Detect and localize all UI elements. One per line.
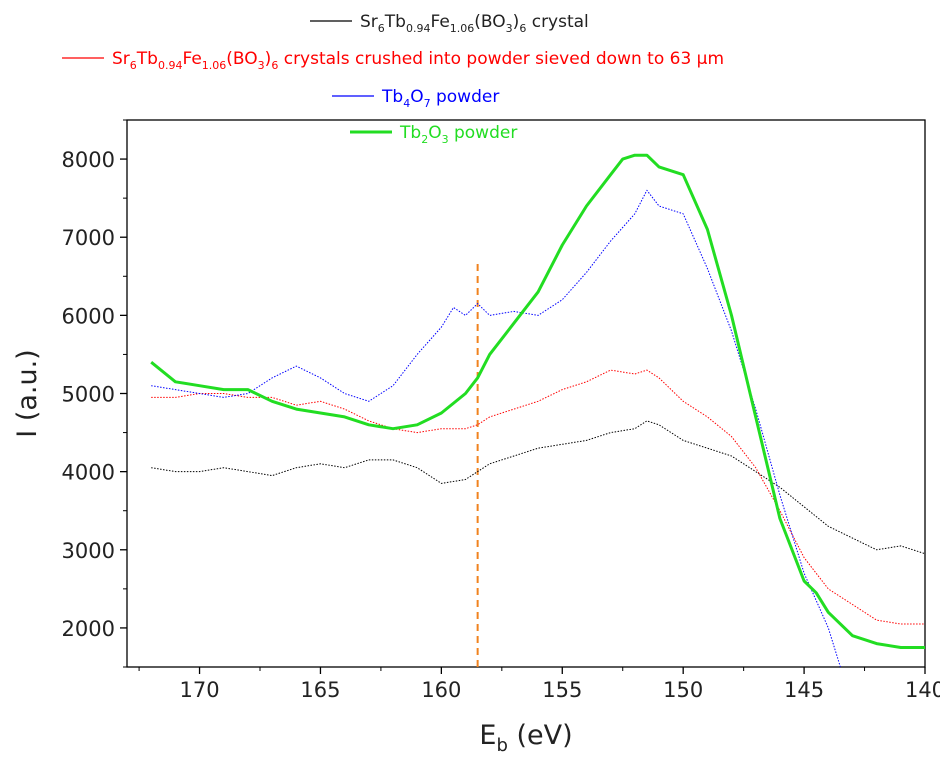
legend-label-part: 6 bbox=[378, 22, 385, 35]
x-tick-label: 145 bbox=[784, 678, 824, 702]
legend-label-part: 4 bbox=[403, 97, 410, 110]
legend-label-part: ) bbox=[513, 12, 520, 32]
legend-label-part: 7 bbox=[424, 97, 431, 110]
series-line-tb2o3-powder bbox=[150, 153, 925, 649]
x-tick-label: 140 bbox=[905, 678, 940, 702]
legend-label: Sr6Tb0.94Fe1.06(BO3)6 crystal bbox=[360, 12, 589, 35]
legend-label-part: 6 bbox=[271, 59, 278, 72]
x-tick-label: 150 bbox=[663, 678, 703, 702]
y-axis: 2000 3000 4000 5000 6000 7000 8000 bbox=[62, 119, 127, 668]
legend-label-part: O bbox=[410, 87, 423, 107]
legend-label-part: crystals crushed into powder sieved down… bbox=[278, 49, 724, 69]
legend-label-part: 6 bbox=[519, 22, 526, 35]
legend-label-part: powder bbox=[449, 123, 518, 143]
legend-label-part: 3 bbox=[442, 133, 449, 146]
y-tick-label: 5000 bbox=[62, 383, 115, 407]
legend-item-tb2o3-powder: Tb2O3 powder bbox=[350, 123, 517, 146]
y-tick-label: 6000 bbox=[62, 304, 115, 328]
series-line-crystal bbox=[151, 420, 925, 555]
x-axis-label: Eb (eV) bbox=[479, 720, 572, 756]
legend-label-part: 2 bbox=[421, 133, 428, 146]
legend-label-part: Tb bbox=[381, 87, 403, 107]
legend-label-part: Fe bbox=[430, 12, 449, 32]
y-tick-label: 7000 bbox=[62, 226, 115, 250]
legend-label-part: Fe bbox=[182, 49, 201, 69]
y-tick-label: 3000 bbox=[62, 539, 115, 563]
series-layer bbox=[150, 153, 925, 667]
legend-label-part: powder bbox=[431, 87, 500, 107]
legend-label-part: Sr bbox=[112, 49, 130, 69]
legend-label: Tb2O3 powder bbox=[399, 123, 517, 146]
legend-label-part: O bbox=[428, 123, 441, 143]
legend-label-part: (BO bbox=[226, 49, 257, 69]
series-line-crushed-powder bbox=[151, 369, 925, 625]
legend-label-part: Tb bbox=[384, 12, 406, 32]
legend-label: Tb4O7 powder bbox=[381, 87, 499, 110]
legend: Sr6Tb0.94Fe1.06(BO3)6 crystalSr6Tb0.94Fe… bbox=[62, 12, 724, 146]
x-tick-label: 160 bbox=[421, 678, 461, 702]
x-tick-label: 165 bbox=[300, 678, 340, 702]
x-tick-label: 170 bbox=[179, 678, 219, 702]
legend-label-part: (BO bbox=[474, 12, 505, 32]
legend-item-tb4o7-powder: Tb4O7 powder bbox=[332, 87, 499, 110]
legend-label-part: Tb bbox=[399, 123, 421, 143]
legend-label-part: 3 bbox=[258, 59, 265, 72]
legend-label: Sr6Tb0.94Fe1.06(BO3)6 crystals crushed i… bbox=[112, 49, 724, 72]
y-tick-label: 2000 bbox=[62, 617, 115, 641]
x-axis-label-unit: (eV) bbox=[508, 720, 573, 751]
x-axis-label-main: E bbox=[479, 720, 496, 751]
legend-label-part: Sr bbox=[360, 12, 378, 32]
x-axis-label-subscript: b bbox=[496, 735, 507, 756]
legend-item-crushed-powder: Sr6Tb0.94Fe1.06(BO3)6 crystals crushed i… bbox=[62, 49, 724, 72]
legend-label-part: crystal bbox=[526, 12, 588, 32]
x-axis: 170 165 160 155 150 145 140 bbox=[138, 667, 940, 702]
x-tick-label: 155 bbox=[542, 678, 582, 702]
legend-label-part: ) bbox=[265, 49, 272, 69]
legend-label-part: 1.06 bbox=[450, 22, 475, 35]
legend-label-part: 1.06 bbox=[202, 59, 227, 72]
plot-area: 170 165 160 155 150 145 140 2000 3000 4000 5000 60… bbox=[62, 119, 940, 702]
y-tick-label: 8000 bbox=[62, 148, 115, 172]
y-axis-label: I (a.u.) bbox=[12, 349, 43, 437]
legend-label-part: 6 bbox=[130, 59, 137, 72]
legend-label-part: 0.94 bbox=[158, 59, 183, 72]
legend-label-part: 3 bbox=[506, 22, 513, 35]
y-tick-label: 4000 bbox=[62, 461, 115, 485]
series-line-tb4o7-powder bbox=[151, 189, 841, 667]
legend-label-part: Tb bbox=[136, 49, 158, 69]
legend-label-part: 0.94 bbox=[406, 22, 431, 35]
legend-item-crystal: Sr6Tb0.94Fe1.06(BO3)6 crystal bbox=[310, 12, 589, 35]
